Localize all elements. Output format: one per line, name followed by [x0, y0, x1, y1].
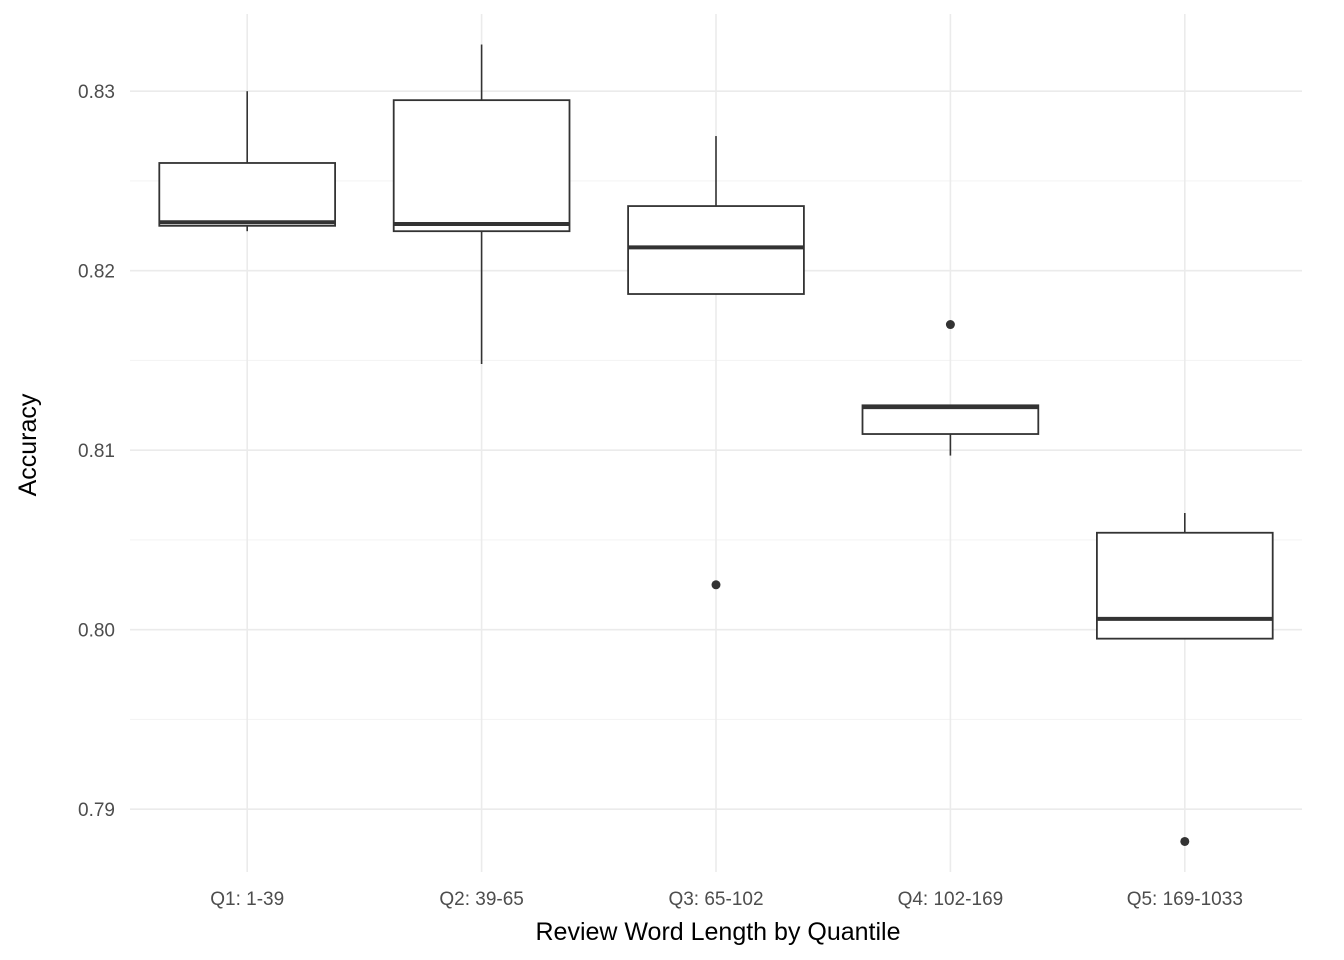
- x-axis-tick-labels: Q1: 1-39 Q2: 39-65 Q3: 65-102 Q4: 102-169 Q5…: [210, 889, 1243, 910]
- x-tick-label: Q1: 1-39: [210, 889, 284, 910]
- outlier-point: [945, 320, 955, 330]
- x-tick-label: Q2: 39-65: [439, 889, 524, 910]
- box-body: [861, 404, 1040, 435]
- box-body: [392, 99, 571, 233]
- x-tick-label: Q3: 65-102: [668, 889, 763, 910]
- box-body: [627, 205, 805, 295]
- y-tick-label: 0.82: [78, 262, 115, 283]
- box-1: [158, 91, 337, 232]
- y-tick-label: 0.79: [78, 800, 115, 821]
- box-5: [1096, 513, 1274, 846]
- x-tick-label: Q5: 169-1033: [1127, 889, 1243, 910]
- outlier-point: [1180, 836, 1190, 846]
- box-body: [1096, 531, 1274, 640]
- y-tick-label: 0.80: [78, 621, 115, 642]
- x-tick-label: Q4: 102-169: [898, 889, 1004, 910]
- x-axis-title: Review Word Length by Quantile: [535, 918, 900, 946]
- y-tick-label: 0.83: [78, 82, 115, 103]
- box-series: [158, 44, 1274, 846]
- box-4: [861, 320, 1040, 456]
- y-axis-title: Accuracy: [14, 393, 42, 496]
- y-tick-label: 0.81: [78, 441, 115, 462]
- outlier-point: [711, 580, 721, 590]
- box-2: [392, 44, 571, 365]
- y-axis-tick-labels: 0.79 0.80 0.81 0.82 0.83: [78, 82, 115, 821]
- box-3: [627, 136, 805, 590]
- box-body: [158, 162, 337, 227]
